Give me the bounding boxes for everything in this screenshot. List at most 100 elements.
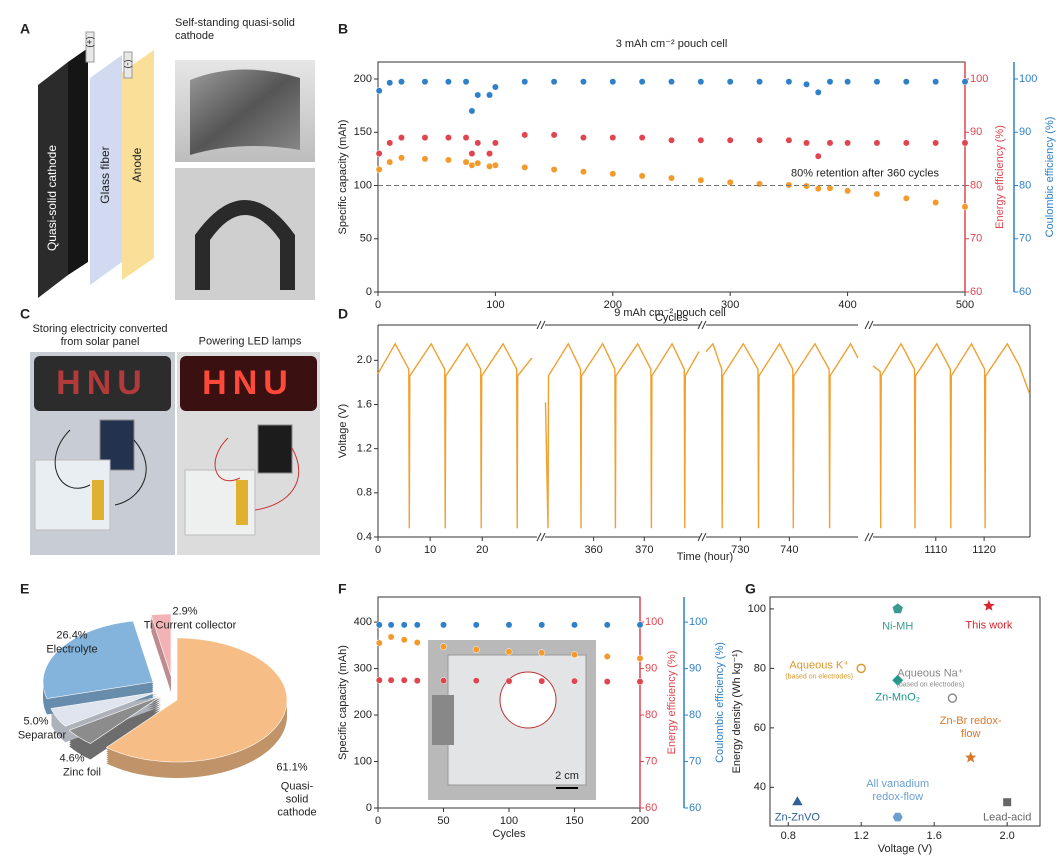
data-point <box>398 78 405 86</box>
slice-value-label: 26.4% <box>56 629 88 642</box>
slice-value-label: 61.1% <box>276 761 308 774</box>
y-tick-label: 2.0 <box>357 354 372 366</box>
y-tick-label: 60 <box>754 722 766 734</box>
data-point <box>902 78 910 86</box>
data-point <box>668 136 675 144</box>
slice-value-label: 4.6% <box>59 752 85 765</box>
data-point <box>603 653 611 660</box>
data-point <box>603 621 611 629</box>
data-point <box>785 136 793 144</box>
y-tick-label: 50 <box>360 233 372 245</box>
data-point <box>571 677 578 685</box>
point-label: This work <box>965 619 1013 632</box>
data-point <box>580 168 587 176</box>
slice-label: Zinc foil <box>63 766 101 779</box>
y-tick-label: 200 <box>354 73 372 85</box>
data-point <box>609 78 617 86</box>
data-point <box>400 621 408 629</box>
y2-tick-label: 80 <box>645 709 657 721</box>
x-tick-label: 730 <box>731 544 749 556</box>
x-tick-label: 1.6 <box>927 830 942 842</box>
data-point <box>609 134 617 142</box>
axis-break <box>697 320 707 330</box>
data-point <box>902 139 910 147</box>
photo-caption: Self-standing quasi-solid cathode <box>175 17 295 42</box>
voltage-line <box>377 342 533 529</box>
x-tick-label: 0 <box>375 815 381 827</box>
data-point <box>491 83 499 91</box>
data-point <box>472 677 480 685</box>
data-point <box>726 136 734 144</box>
slice-value-label: 2.9% <box>172 605 198 618</box>
y2-tick-label: 90 <box>970 126 982 138</box>
data-point <box>609 170 617 178</box>
data-point <box>472 621 480 629</box>
y-tick-label: 0.4 <box>357 531 372 543</box>
data-point <box>814 88 822 96</box>
data-point <box>550 131 558 139</box>
point-sublabel: (based on electrodes) <box>785 673 854 681</box>
data-point <box>472 646 480 653</box>
x-tick-label: 370 <box>635 544 653 556</box>
data-point <box>440 621 447 629</box>
data-point <box>468 107 476 115</box>
y2-tick-label: 100 <box>970 73 988 85</box>
data-point <box>814 185 822 193</box>
data-point <box>638 172 646 180</box>
marker <box>792 796 803 806</box>
data-point <box>398 134 405 142</box>
marker <box>1003 798 1012 807</box>
data-point <box>413 621 421 629</box>
led-text: HNU <box>56 364 148 402</box>
annotation: 80% retention after 360 cycles <box>791 167 939 179</box>
data-point <box>785 78 793 86</box>
chart-title: 3 mAh cm⁻² pouch cell <box>616 38 728 50</box>
data-point <box>932 199 940 207</box>
y3-tick-label: 90 <box>1019 126 1031 138</box>
y-tick-label: 0 <box>366 286 372 298</box>
data-point <box>844 187 852 195</box>
data-point <box>400 676 408 684</box>
pie-slice <box>150 613 172 677</box>
data-point <box>375 621 383 629</box>
x-axis-title: Time (hour) <box>677 551 733 563</box>
data-point <box>538 677 546 685</box>
voltage-line <box>705 342 859 529</box>
data-point <box>902 194 910 202</box>
data-point <box>636 621 644 629</box>
data-point <box>961 139 969 147</box>
data-point <box>486 91 493 99</box>
point-label: Zn-Br redox-flow <box>939 714 1002 740</box>
y2-axis-title: Energy efficiency (%) <box>666 651 678 755</box>
tab <box>123 51 133 79</box>
y2-tick-label: 70 <box>970 233 982 245</box>
x-tick-label: 1110 <box>924 544 947 556</box>
y3-tick-label: 100 <box>689 616 707 628</box>
photo-caption: Powering LED lamps <box>198 335 302 348</box>
panel-label: F <box>338 581 347 597</box>
slice-label: Electrolyte <box>46 643 98 656</box>
y-axis-title: Energy density (Wh kg⁻¹) <box>731 650 743 774</box>
data-point <box>474 159 482 167</box>
data-point <box>468 150 476 158</box>
x-tick-label: 200 <box>631 815 649 827</box>
marker <box>983 599 995 611</box>
y2-axis-title: Energy efficiency (%) <box>994 125 1006 229</box>
data-point <box>375 150 383 158</box>
data-point <box>826 78 834 86</box>
data-point <box>386 139 394 147</box>
y3-tick-label: 70 <box>1019 233 1031 245</box>
solar-panel <box>257 424 293 474</box>
y-tick-label: 400 <box>354 616 372 628</box>
data-point <box>521 78 529 86</box>
marker <box>856 663 866 674</box>
data-point <box>756 78 763 86</box>
data-point <box>421 78 429 86</box>
point-label: All vanadium redox-flow <box>866 778 930 804</box>
y-tick-label: 100 <box>748 603 766 615</box>
x-tick-label: 0 <box>375 544 381 556</box>
x-tick-label: 10 <box>424 544 436 556</box>
data-point <box>462 158 470 166</box>
y2-tick-label: 100 <box>645 616 663 628</box>
data-point <box>668 78 675 86</box>
